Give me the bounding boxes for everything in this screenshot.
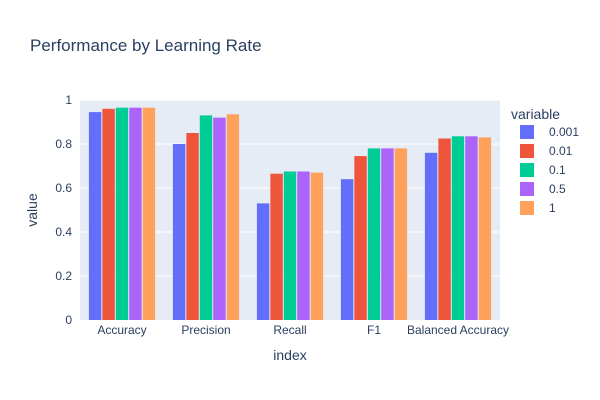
bar[interactable] — [465, 136, 478, 320]
bar[interactable] — [186, 133, 199, 320]
legend-label[interactable]: 0.01 — [549, 144, 573, 158]
bar[interactable] — [354, 156, 367, 320]
bars — [88, 107, 492, 321]
x-tick-label: Precision — [181, 323, 230, 337]
bar[interactable] — [424, 152, 438, 320]
x-axis-title: index — [273, 347, 306, 363]
bar[interactable] — [142, 107, 156, 320]
x-tick-label: Balanced Accuracy — [407, 323, 509, 337]
bar[interactable] — [129, 107, 142, 320]
legend-label[interactable]: 0.5 — [549, 182, 566, 196]
bar[interactable] — [451, 136, 465, 320]
bar[interactable] — [367, 148, 381, 320]
legend-swatch[interactable] — [520, 125, 534, 139]
legend-swatch[interactable] — [520, 163, 534, 177]
bar[interactable] — [438, 138, 451, 321]
bar[interactable] — [172, 144, 186, 320]
legend-swatch[interactable] — [520, 201, 534, 215]
bar[interactable] — [297, 171, 310, 321]
bar[interactable] — [478, 137, 492, 320]
bar[interactable] — [310, 172, 324, 320]
y-tick-label: 0.8 — [55, 137, 72, 151]
legend-label[interactable]: 0.001 — [549, 125, 579, 139]
legend-label[interactable]: 1 — [549, 201, 556, 215]
bar[interactable] — [340, 179, 354, 320]
bar[interactable] — [199, 115, 213, 321]
bar[interactable] — [88, 112, 102, 320]
bar[interactable] — [283, 171, 297, 321]
x-tick-label: Accuracy — [97, 323, 146, 337]
bar[interactable] — [381, 148, 394, 320]
x-tick-label: F1 — [367, 323, 381, 337]
legend-title: variable — [511, 106, 560, 122]
bar[interactable] — [115, 107, 129, 320]
legend-label[interactable]: 0.1 — [549, 163, 566, 177]
y-tick-label: 0.6 — [55, 181, 72, 195]
y-axis-title: value — [24, 193, 40, 227]
y-tick-label: 0 — [65, 313, 72, 327]
y-tick-label: 0.2 — [55, 269, 72, 283]
bar[interactable] — [256, 203, 270, 320]
bar[interactable] — [102, 108, 115, 320]
legend-swatch[interactable] — [520, 182, 534, 196]
x-tick-label: Recall — [273, 323, 306, 337]
y-tick-label: 1 — [65, 93, 72, 107]
y-tick-label: 0.4 — [55, 225, 72, 239]
bar[interactable] — [270, 173, 283, 320]
legend: variable 0.001 0.01 0.1 0.5 1 — [511, 106, 579, 215]
x-axis-ticks: Accuracy Precision Recall F1 Balanced Accura… — [97, 323, 509, 337]
bar[interactable] — [394, 148, 408, 320]
chart-title: Performance by Learning Rate — [30, 36, 262, 55]
legend-swatch[interactable] — [520, 144, 534, 158]
y-axis-ticks: 0 0.2 0.4 0.6 0.8 1 — [55, 93, 72, 327]
bar[interactable] — [226, 114, 240, 320]
bar[interactable] — [213, 117, 226, 320]
